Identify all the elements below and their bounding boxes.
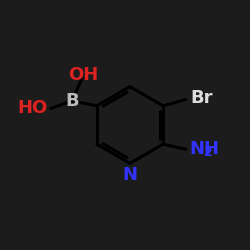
Text: 2: 2 <box>204 146 213 158</box>
Text: HO: HO <box>17 99 47 117</box>
Text: B: B <box>65 92 79 110</box>
Text: Br: Br <box>190 90 213 108</box>
Text: OH: OH <box>68 66 98 84</box>
Text: N: N <box>122 166 138 184</box>
Text: NH: NH <box>189 140 219 158</box>
